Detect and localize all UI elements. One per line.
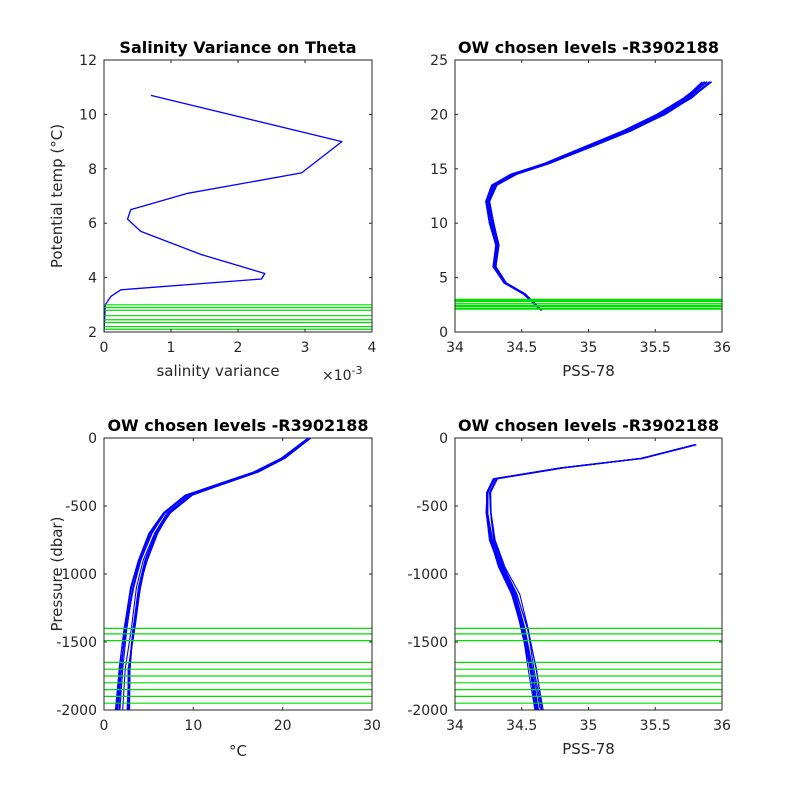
axes-panel-2: 34 34.5 35 35.5 36 0 5 10 15 20 25 OW chosen levels… [430, 38, 731, 380]
x-axis-exponent: ×10-3 [322, 364, 363, 384]
plot-content [104, 438, 372, 710]
y-tick-label: 15 [430, 162, 448, 178]
x-tick-label: 3 [301, 340, 310, 356]
x-tick-label: 0 [100, 340, 109, 356]
y-tick-label: -1000 [407, 567, 448, 583]
x-tick-label: 2 [234, 340, 243, 356]
plot-content [104, 94, 372, 332]
y-tick-label: 2 [88, 325, 97, 341]
y-axis-label: Pressure (dbar) [48, 517, 66, 632]
x-tick-label: 36 [713, 718, 731, 734]
x-tick-label: 20 [274, 718, 292, 734]
x-tick-label: 1 [167, 340, 176, 356]
data-line-profile [122, 438, 311, 710]
plot-content [455, 81, 722, 311]
axes-panel-4: 34 34.5 35 35.5 36 -2000 -1500 -1000 -500 0 OW cho… [407, 416, 731, 758]
y-tick-label: -2000 [407, 703, 448, 719]
plot-area [455, 438, 722, 710]
x-tick-label: 10 [184, 718, 202, 734]
x-tick-label: 35.5 [640, 718, 671, 734]
y-tick-label: 0 [439, 431, 448, 447]
data-line-profile [485, 444, 695, 710]
y-tick-label: 10 [430, 216, 448, 232]
data-line-series-1 [104, 94, 343, 332]
data-line-profile [488, 81, 713, 311]
chart-title: OW chosen levels -R3902188 [458, 416, 719, 435]
x-tick-label: 35.5 [640, 340, 671, 356]
y-tick-label: 6 [88, 216, 97, 232]
chart-title: OW chosen levels -R3902188 [458, 38, 719, 57]
plot-content [455, 444, 722, 710]
y-tick-label: 5 [439, 271, 448, 287]
y-tick-label: -1000 [56, 567, 97, 583]
y-tick-label: 25 [430, 53, 448, 69]
y-tick-label: -1500 [407, 635, 448, 651]
x-axis-label: PSS-78 [562, 740, 615, 758]
plot-area [104, 60, 372, 332]
y-tick-label: 0 [439, 325, 448, 341]
x-tick-label: 36 [713, 340, 731, 356]
x-axis-label: salinity variance [156, 362, 279, 380]
axes-panel-3: 0 10 20 30 -2000 -1500 -1000 -500 0 OW chosen lev… [48, 416, 381, 760]
x-tick-label: 4 [368, 340, 377, 356]
data-line-profile [116, 438, 309, 710]
data-line-profile [486, 81, 706, 311]
y-tick-label: -500 [416, 499, 448, 515]
chart-title: OW chosen levels -R3902188 [107, 416, 368, 435]
x-tick-label: 35 [580, 340, 598, 356]
y-tick-label: 4 [88, 271, 97, 287]
chart-title: Salinity Variance on Theta [119, 38, 356, 57]
x-axis-label: PSS-78 [562, 362, 615, 380]
x-axis-label: °C [229, 742, 247, 760]
y-tick-label: -500 [65, 499, 97, 515]
y-tick-label: 8 [88, 162, 97, 178]
x-tick-label: 30 [363, 718, 381, 734]
x-tick-label: 35 [580, 718, 598, 734]
y-tick-label: 12 [79, 53, 97, 69]
y-tick-label: -2000 [56, 703, 97, 719]
x-tick-label: 34 [446, 718, 464, 734]
y-tick-label: 0 [88, 431, 97, 447]
y-axis-label: Potential temp (°C) [48, 124, 66, 268]
x-tick-label: 34.5 [506, 340, 537, 356]
y-tick-label: 20 [430, 107, 448, 123]
data-line-profile [485, 81, 703, 311]
x-tick-label: 0 [100, 718, 109, 734]
x-tick-label: 34.5 [506, 718, 537, 734]
y-tick-label: 10 [79, 107, 97, 123]
plot-area [104, 438, 372, 710]
x-tick-label: 34 [446, 340, 464, 356]
data-line-profile [129, 438, 312, 710]
y-tick-label: -1500 [56, 635, 97, 651]
